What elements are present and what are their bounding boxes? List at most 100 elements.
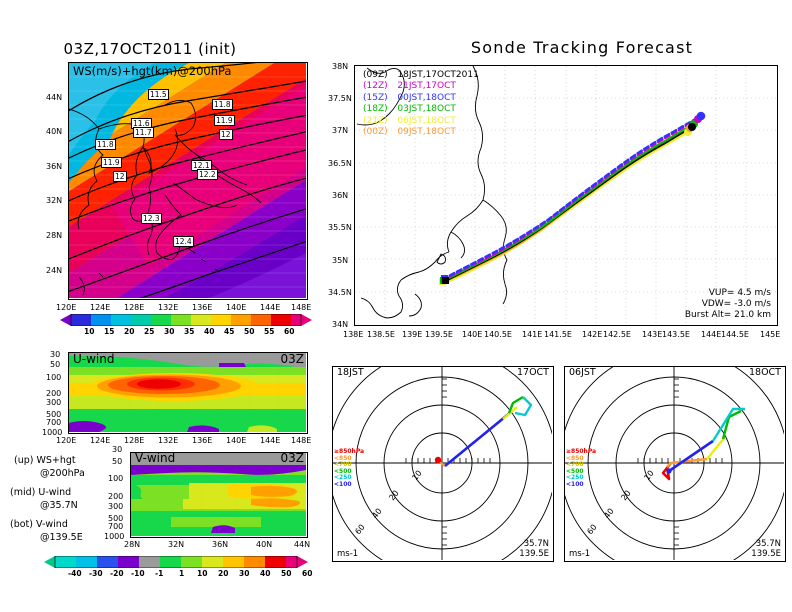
caption-up-line1: WS+hgt <box>36 455 76 466</box>
tracking-x-tick: 140E <box>462 330 483 339</box>
sonde-waypoint-markers <box>439 111 706 285</box>
hodograph-right-unit: ms-1 <box>569 549 591 559</box>
legend-level: <500 <box>334 467 352 475</box>
hodograph-right-site-lon: 139.5E <box>751 549 781 559</box>
legend-level: <100 <box>334 480 352 488</box>
map-x-tick: 148E <box>291 303 312 312</box>
map-y-tick: 28N <box>46 231 63 240</box>
hodograph-left-date: 17OCT <box>516 367 549 378</box>
ws-colorbar-tick: 25 <box>144 327 155 336</box>
vwind-y-tick: 700 <box>108 522 124 531</box>
legend-valid: 00JST,18OCT <box>397 92 456 103</box>
map-x-tick: 124E <box>90 303 111 312</box>
ws-colorbar-tick: 60 <box>284 327 295 336</box>
map-y-tick: 32N <box>46 196 63 205</box>
uwind-x-tick: 140E <box>226 436 247 445</box>
ws-colorbar-tick: 35 <box>184 327 195 336</box>
hodograph-left-panel: 18JST 17OCT ms-1 35.7N 139.5E ≥850hPa <8… <box>332 366 560 581</box>
hodograph-left-time: 18JST <box>337 367 364 378</box>
vwind-y-tick: 500 <box>108 514 124 523</box>
legend-item: (09Z) 18JST,17OCT2011 <box>363 70 479 81</box>
ws-colorbar-gradient <box>60 314 312 326</box>
vwind-colorbar <box>44 556 308 568</box>
tracking-x-tick: 144.5E <box>721 330 749 339</box>
annotation-vup: VUP= 4.5 m/s <box>708 288 771 298</box>
contour-label: 12.2 <box>197 169 218 180</box>
vwind-colorbar-tick: -1 <box>155 569 164 578</box>
legend-level: <700 <box>566 461 584 469</box>
tracking-x-tick: 145E <box>760 330 781 339</box>
caption-up: (up) WS+hgt @200hPa <box>14 454 85 480</box>
vwind-colorbar-tick: 50 <box>281 569 292 578</box>
tracking-x-tick: 138E <box>343 330 364 339</box>
legend-item: (21Z) 06JST,18OCT <box>363 116 479 127</box>
tracking-y-tick: 38N <box>332 62 349 71</box>
vwind-colorbar-tick: 30 <box>239 569 250 578</box>
legend-valid: 09JST,18OCT <box>397 127 456 138</box>
sonde-tracking-panel: Sonde Tracking Forecast <box>328 0 792 348</box>
hodograph-right-date: 18OCT <box>748 367 781 378</box>
caption-bot-line1: V-wind <box>36 519 68 530</box>
hodograph-left-plot: 18JST 17OCT ms-1 35.7N 139.5E ≥850hPa <8… <box>332 366 554 562</box>
legend-level: ≥850hPa <box>566 448 597 455</box>
vwind-colorbar-tick: -30 <box>89 569 103 578</box>
legend-level: <500 <box>566 467 584 475</box>
tracking-x-tick: 139E <box>402 330 423 339</box>
tracking-y-tick: 35N <box>332 256 349 265</box>
contour-label: 11.9 <box>101 157 122 168</box>
hodograph-right-legend: ≥850hPa <850 <700 <500 <250 <100 <box>566 448 597 489</box>
vwind-time-label: 03Z <box>280 452 305 465</box>
vwind-colorbar-tick: 10 <box>197 569 208 578</box>
tracking-x-tick: 141E <box>522 330 543 339</box>
map-y-tick: 24N <box>46 266 63 275</box>
legend-run: (15Z) <box>363 92 388 103</box>
uwind-y-tick: 700 <box>46 418 62 427</box>
uwind-x-tick: 128E <box>124 436 145 445</box>
vwind-y-tick: 1000 <box>104 532 125 541</box>
ws-height-map-panel: 03Z,17OCT2011 (init) <box>0 0 332 348</box>
hodograph-right-site-lat: 35.7N <box>755 539 781 549</box>
legend-item: (18Z) 03JST,18OCT <box>363 104 479 115</box>
tracking-x-tick: 139.5E <box>425 330 453 339</box>
tracking-panel-title: Sonde Tracking Forecast <box>470 38 694 57</box>
legend-valid: 06JST,18OCT <box>397 115 456 126</box>
tracking-y-tick: 36N <box>332 191 349 200</box>
uwind-y-tick: 500 <box>46 410 62 419</box>
hodograph-left-site: 35.7N 139.5E <box>519 539 549 559</box>
hodograph-left-origin <box>434 456 442 464</box>
tracking-map <box>355 66 776 324</box>
ws-colorbar-tick: 20 <box>124 327 135 336</box>
tracking-y-tick: 35.5N <box>328 223 352 232</box>
vwind-x-tick: 32N <box>168 540 185 549</box>
caption-mid: (mid) U-wind @35.7N <box>10 486 78 512</box>
caption-up-prefix: (up) <box>14 455 34 466</box>
tracking-x-tick: 143.5E <box>662 330 690 339</box>
vwind-y-tick: 30 <box>112 445 123 454</box>
caption-up-line2: @200hPa <box>40 468 85 479</box>
legend-valid: 21JST,17OCT <box>397 81 456 92</box>
hodograph-left-site-lon: 139.5E <box>519 549 549 559</box>
vwind-colorbar-tick: -20 <box>110 569 124 578</box>
caption-bot: (bot) V-wind @139.5E <box>10 518 83 544</box>
tracking-plot-area: (09Z) 18JST,17OCT2011 (12Z) 21JST,17OCT … <box>354 65 778 326</box>
uwind-y-tick: 50 <box>50 360 61 369</box>
ws-colorbar-tick: 15 <box>104 327 115 336</box>
tracking-y-tick: 36.5N <box>328 159 352 168</box>
tracking-annotations: VUP= 4.5 m/s VDW= -3.0 m/s Burst Alt= 21… <box>685 288 771 321</box>
contour-label: 11.8 <box>212 99 233 110</box>
vwind-y-tick: 200 <box>108 492 124 501</box>
vwind-field <box>131 453 306 536</box>
legend-item: (15Z) 00JST,18OCT <box>363 93 479 104</box>
vwind-x-tick: 36N <box>212 540 229 549</box>
hodograph-left-rings <box>333 367 552 560</box>
ws-colorbar-tick: 10 <box>84 327 95 336</box>
hodograph-left-unit: ms-1 <box>337 549 359 559</box>
tracking-x-tick: 143E <box>642 330 663 339</box>
tracking-x-tick: 142E <box>582 330 603 339</box>
legend-level: <250 <box>566 474 584 482</box>
map-x-tick: 132E <box>158 303 179 312</box>
hodograph-right-time: 06JST <box>569 367 596 378</box>
hodograph-left-site-lat: 35.7N <box>523 539 549 549</box>
contour-label: 12 <box>113 171 127 182</box>
tracking-x-tick: 138.5E <box>367 330 395 339</box>
